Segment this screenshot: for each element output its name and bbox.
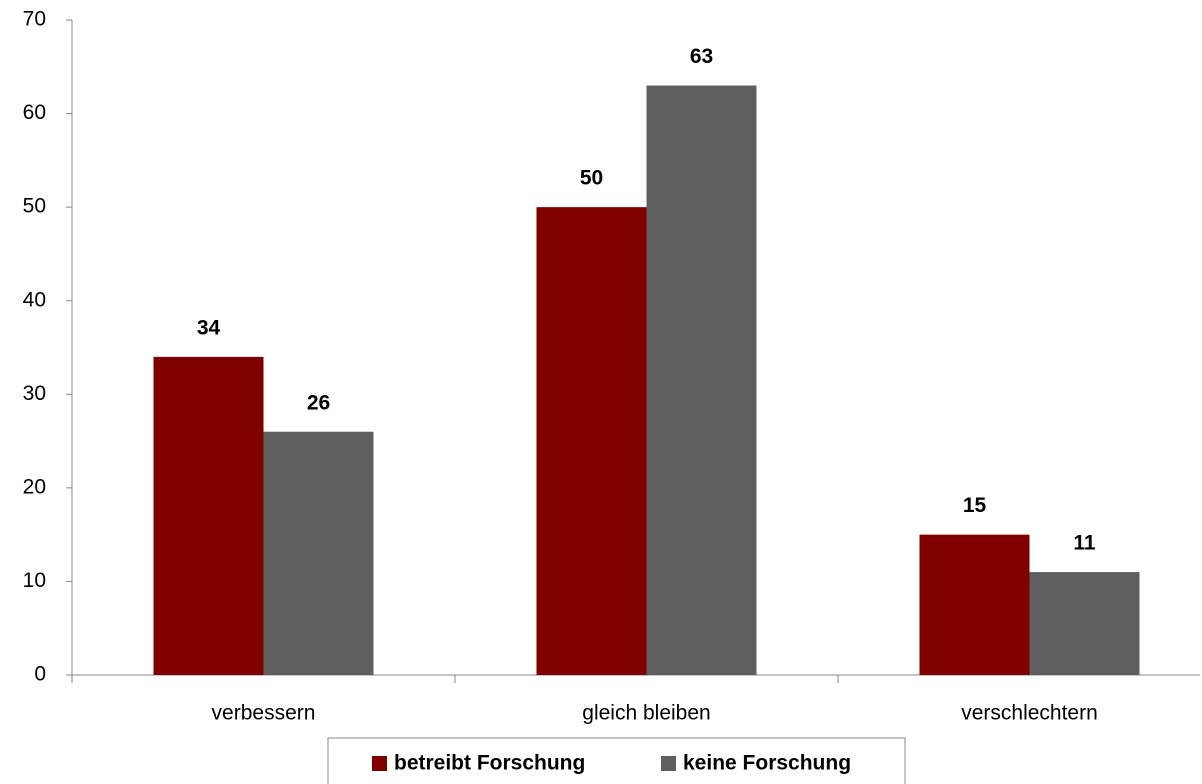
y-tick-label: 40 (23, 288, 46, 311)
legend-swatch (372, 756, 387, 771)
y-tick-label: 70 (23, 8, 46, 31)
legend-box (327, 737, 906, 784)
value-label: 34 (197, 316, 221, 339)
value-label: 50 (580, 167, 603, 190)
y-tick-label: 10 (23, 569, 46, 592)
value-label: 11 (1073, 532, 1096, 555)
y-tick-label: 20 (23, 475, 46, 498)
bar (919, 534, 1030, 675)
legend-label: betreibt Forschung (394, 752, 585, 775)
x-tick-label: gleich bleiben (582, 702, 710, 725)
bar (263, 431, 374, 675)
value-label: 15 (963, 494, 987, 517)
x-tick-label: verschlechtern (961, 702, 1098, 725)
bar (1029, 572, 1140, 675)
value-label: 63 (690, 45, 713, 68)
y-tick-label: 0 (34, 663, 46, 686)
x-tick-label: verbessern (212, 702, 316, 725)
legend-label: keine Forschung (683, 752, 851, 775)
legend-swatch (661, 756, 676, 771)
y-tick-label: 30 (23, 382, 46, 405)
bar (153, 356, 264, 675)
bar (536, 207, 647, 675)
bar (646, 85, 757, 675)
y-tick-label: 60 (23, 101, 46, 124)
value-label: 26 (307, 391, 330, 414)
y-tick-label: 50 (23, 195, 46, 218)
